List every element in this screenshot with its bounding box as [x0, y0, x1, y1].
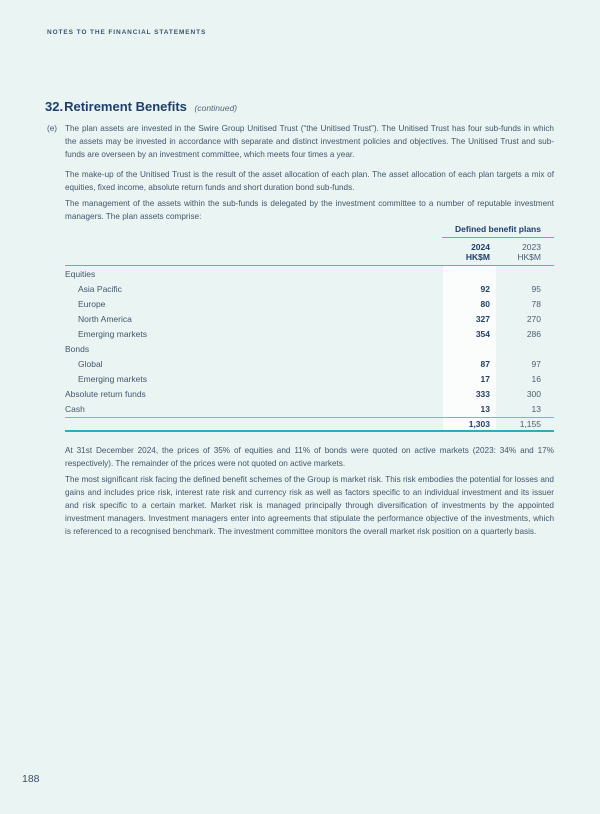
column-unit-2023: HK$M	[517, 252, 541, 262]
row-value-2023	[496, 266, 554, 281]
column-year-2023: 2023	[522, 242, 541, 252]
row-label: Cash	[65, 404, 85, 415]
column-unit-2024: HK$M	[465, 252, 490, 262]
total-value-2023: 1,155	[519, 418, 541, 429]
paragraph-e-text: The plan assets are invested in the Swir…	[65, 124, 554, 159]
section-continued-label: (continued)	[194, 103, 238, 113]
row-label: Equities	[65, 268, 96, 279]
row-label: Europe	[78, 298, 106, 309]
row-value-2023: 300	[526, 389, 541, 400]
table-row-global: Global 87 97	[65, 356, 554, 372]
column-year-2024: 2024	[471, 242, 490, 252]
row-value-2024	[443, 341, 496, 357]
row-value-2024: 17	[443, 371, 496, 387]
row-value-2024: 354	[443, 326, 496, 342]
row-value-2024: 92	[443, 281, 496, 297]
plan-assets-table: Defined benefit plans 2024 HK$M 2023 HK$…	[65, 224, 554, 432]
paragraph-e: (e) The plan assets are invested in the …	[47, 122, 554, 161]
row-value-2023: 286	[526, 328, 541, 339]
section-number: 32.	[45, 99, 64, 114]
row-value-2023: 16	[531, 374, 541, 385]
row-label: Bonds	[65, 344, 90, 355]
row-value-2023: 78	[531, 298, 541, 309]
paragraph-management: The management of the assets within the …	[65, 199, 554, 221]
row-value-2024: 80	[443, 296, 496, 312]
table-column-headers: 2024 HK$M 2023 HK$M	[65, 242, 554, 266]
table-row-absolute-return-funds: Absolute return funds 333 300	[65, 386, 554, 402]
row-value-2023: 13	[531, 404, 541, 415]
row-value-2023: 95	[531, 283, 541, 294]
table-row-cash: Cash 13 13	[65, 401, 554, 417]
paragraph-makeup: The make-up of the Unitised Trust is the…	[65, 170, 554, 192]
column-header-spacer	[65, 242, 443, 262]
paragraph-quoted-prices: At 31st December 2024, the prices of 35%…	[65, 446, 554, 468]
row-value-2023	[496, 341, 554, 356]
row-value-2023: 270	[526, 313, 541, 324]
row-label: Asia Pacific	[78, 283, 122, 294]
row-value-2024: 333	[443, 386, 496, 402]
section-title: Retirement Benefits	[64, 99, 187, 114]
table-row-europe: Europe 80 78	[65, 296, 554, 312]
table-row-asia-pacific: Asia Pacific 92 95	[65, 281, 554, 297]
row-value-2024: 13	[443, 401, 496, 417]
column-header-2023: 2023 HK$M	[496, 242, 554, 262]
page-number: 188	[22, 773, 40, 785]
section-heading: 32.Retirement Benefits (continued)	[45, 99, 237, 114]
row-label: Emerging markets	[78, 374, 147, 385]
row-label: North America	[78, 313, 132, 324]
row-value-2024: 327	[443, 311, 496, 327]
column-header-2024: 2024 HK$M	[443, 242, 496, 262]
total-value-2024: 1,303	[443, 417, 496, 430]
table-row-bonds: Bonds	[65, 341, 554, 357]
row-label: Global	[78, 359, 103, 370]
table-row-emerging-markets-bonds: Emerging markets 17 16	[65, 371, 554, 387]
row-value-2024: 87	[443, 356, 496, 372]
table-row-equities: Equities	[65, 266, 554, 282]
table-row-emerging-markets-equities: Emerging markets 354 286	[65, 326, 554, 342]
row-value-2023: 97	[531, 359, 541, 370]
running-head: NOTES TO THE FINANCIAL STATEMENTS	[47, 29, 207, 36]
table-group-header: Defined benefit plans	[442, 224, 554, 238]
row-label: Emerging markets	[78, 328, 147, 339]
row-value-2024	[443, 266, 496, 282]
table-total-row: 1,303 1,155	[65, 416, 554, 432]
paragraph-e-marker: (e)	[47, 124, 58, 133]
row-label: Absolute return funds	[65, 389, 146, 400]
paragraph-market-risk: The most significant risk facing the def…	[65, 475, 554, 536]
total-row-spacer	[65, 418, 443, 430]
table-row-north-america: North America 327 270	[65, 311, 554, 327]
